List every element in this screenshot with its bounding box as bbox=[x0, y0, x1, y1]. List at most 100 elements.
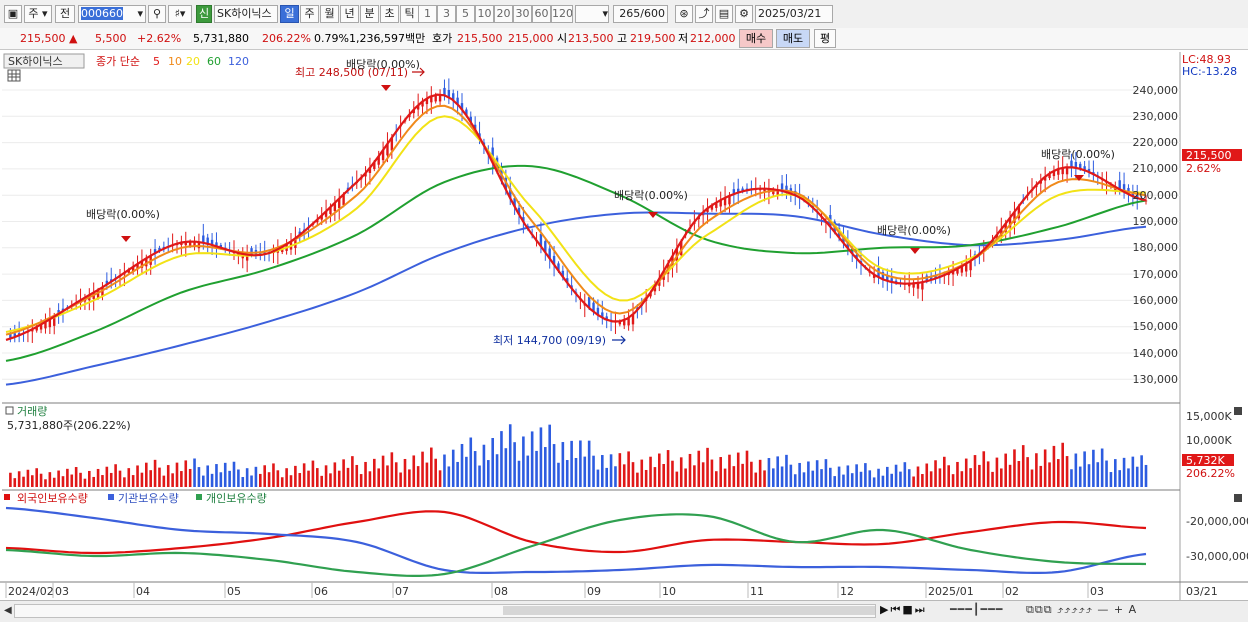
table-icon[interactable] bbox=[7, 69, 21, 82]
interval-20-button[interactable]: 20 bbox=[494, 5, 513, 23]
rewind-icon[interactable]: ⏮ bbox=[890, 603, 903, 616]
volume-bar bbox=[39, 473, 43, 487]
period-minute-button[interactable]: 분 bbox=[360, 5, 379, 23]
volume-bar bbox=[636, 472, 639, 487]
indicator-icon[interactable]: ⊛ bbox=[675, 5, 693, 23]
volume-bar bbox=[719, 457, 722, 487]
forward-icon[interactable]: ⏭ bbox=[914, 603, 927, 616]
volume-bar bbox=[921, 474, 924, 487]
zoom-in-icon[interactable]: + bbox=[1113, 603, 1125, 616]
buy-button[interactable]: 매수 bbox=[739, 29, 773, 48]
tool-icons[interactable]: ⧉⧉⧉ ⤴⤴⤴⤴⤴ — + A bbox=[1026, 603, 1137, 617]
speaker-icon[interactable]: ♯▾ bbox=[168, 5, 192, 23]
interval-10-button[interactable]: 10 bbox=[475, 5, 494, 23]
volume-bar bbox=[364, 461, 367, 487]
volume-bars[interactable] bbox=[9, 424, 1148, 487]
ma-period-120: 120 bbox=[228, 55, 249, 68]
volume-bar bbox=[425, 462, 429, 487]
volume-bar bbox=[197, 467, 201, 487]
eval-button[interactable]: 평 bbox=[814, 29, 836, 48]
volume-bar bbox=[83, 478, 87, 487]
font-icon[interactable]: A bbox=[1128, 603, 1138, 616]
candle-body bbox=[338, 198, 341, 209]
volume-bar bbox=[561, 442, 565, 487]
period-week-button[interactable]: 주 bbox=[300, 5, 319, 23]
gear-icon[interactable]: ⚙ bbox=[735, 5, 753, 23]
candle-body bbox=[552, 255, 556, 265]
interval-custom-select[interactable]: ▾ bbox=[575, 5, 609, 23]
draw-tools-icon[interactable]: ⤴⤴⤴⤴⤴ bbox=[1057, 603, 1093, 616]
layout-icon[interactable]: ▣ bbox=[4, 5, 22, 23]
volume-bar bbox=[938, 468, 942, 487]
volume-bar bbox=[842, 474, 845, 487]
search-icon[interactable]: ⚲ bbox=[148, 5, 166, 23]
candle-body bbox=[460, 103, 464, 110]
prev-button[interactable]: 전 bbox=[55, 5, 75, 23]
candle-body bbox=[342, 194, 345, 206]
volume-panel-icon[interactable] bbox=[5, 406, 14, 415]
period-month-button[interactable]: 월 bbox=[320, 5, 339, 23]
interval-120-button[interactable]: 120 bbox=[551, 5, 573, 23]
candle bbox=[1052, 165, 1056, 180]
candle-body bbox=[737, 188, 740, 193]
stock-code-input[interactable]: 000660 ▾ bbox=[78, 5, 146, 23]
x-tick-label: 05 bbox=[227, 585, 241, 598]
period-tick-button[interactable]: 틱 bbox=[400, 5, 419, 23]
volume-bar bbox=[1035, 453, 1038, 487]
candle-body bbox=[605, 316, 608, 320]
interval-1-button[interactable]: 1 bbox=[418, 5, 437, 23]
holders-close-icon[interactable] bbox=[1234, 494, 1242, 502]
volume-bar bbox=[991, 471, 994, 487]
candle bbox=[193, 236, 196, 251]
candle-body bbox=[324, 211, 328, 217]
zoom-out-icon[interactable]: — bbox=[1097, 603, 1110, 616]
candle-body bbox=[653, 285, 657, 292]
candle-body bbox=[592, 302, 595, 312]
candle-body bbox=[390, 137, 394, 151]
interval-3-button[interactable]: 3 bbox=[437, 5, 456, 23]
candle-body bbox=[1017, 206, 1021, 219]
period-type-select[interactable]: 주 ▾ bbox=[24, 5, 52, 23]
period-second-button[interactable]: 초 bbox=[380, 5, 399, 23]
volume-bar bbox=[421, 451, 424, 487]
stock-chart[interactable]: SK하이닉스 종가 단순 5 10 20 60 120 LC:48.93 HC:… bbox=[0, 50, 1248, 600]
volume-bar bbox=[868, 470, 872, 487]
interval-5-button[interactable]: 5 bbox=[456, 5, 475, 23]
candle-body bbox=[872, 274, 876, 278]
sell-button[interactable]: 매도 bbox=[776, 29, 810, 48]
candle-body bbox=[386, 143, 389, 156]
period-day-button[interactable]: 일 bbox=[280, 5, 299, 23]
volume-close-icon[interactable] bbox=[1234, 407, 1242, 415]
draw-icon[interactable]: ⤴ bbox=[695, 5, 713, 23]
candle-body bbox=[881, 272, 885, 280]
interval-30-button[interactable]: 30 bbox=[513, 5, 532, 23]
new-button[interactable]: 신 bbox=[196, 5, 212, 23]
x-tick-label: 09 bbox=[587, 585, 601, 598]
volume-bar bbox=[267, 472, 271, 487]
dividend-label-2: 배당락(0.00%) bbox=[346, 58, 420, 71]
candle-body bbox=[294, 238, 297, 248]
candle-body bbox=[517, 207, 521, 215]
interval-60-button[interactable]: 60 bbox=[532, 5, 551, 23]
volume-bar bbox=[684, 468, 687, 487]
low-arrow-icon bbox=[612, 335, 626, 345]
bar-count-field[interactable]: 265/600 bbox=[613, 5, 668, 23]
scroll-track[interactable] bbox=[14, 604, 876, 618]
play-icon[interactable]: ▶ bbox=[880, 603, 891, 616]
period-year-button[interactable]: 년 bbox=[340, 5, 359, 23]
candle-body bbox=[1070, 160, 1073, 168]
volume-bar bbox=[298, 473, 302, 487]
save-icon[interactable]: ▤ bbox=[715, 5, 733, 23]
date-field[interactable]: 2025/03/21 ▦ bbox=[755, 5, 833, 23]
volume-bar bbox=[184, 460, 188, 487]
stock-name-field[interactable]: SK하이닉스 bbox=[214, 5, 278, 23]
volume-bar bbox=[605, 467, 608, 487]
low-note: 최저 144,700 (09/19) bbox=[493, 334, 606, 347]
copy-icon[interactable]: ⧉⧉⧉ bbox=[1026, 603, 1053, 616]
scroll-left-icon[interactable]: ◀ bbox=[4, 605, 12, 616]
price-tick-220000: 220,000 bbox=[1133, 136, 1179, 149]
stop-icon[interactable]: ■ bbox=[902, 603, 915, 616]
zoom-slider[interactable]: ━━━┃━━━ bbox=[950, 603, 1004, 616]
scroll-thumb[interactable] bbox=[503, 606, 875, 615]
playback-controls[interactable]: ▶⏮■⏭ bbox=[880, 603, 927, 617]
